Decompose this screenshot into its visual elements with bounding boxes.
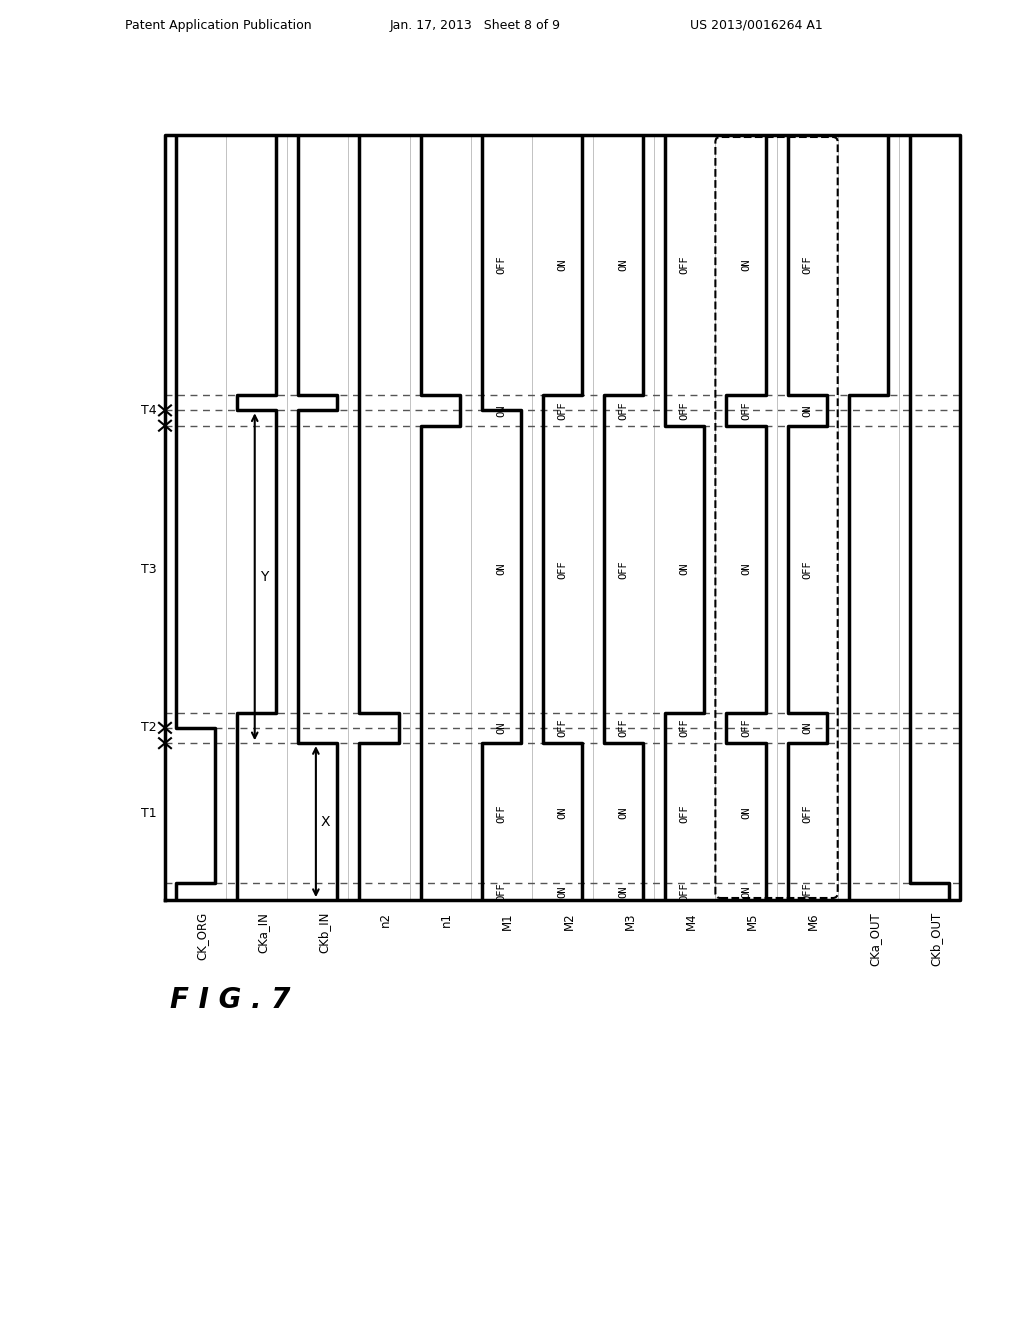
Text: X: X (321, 814, 331, 829)
Text: M6: M6 (807, 912, 820, 929)
Text: OFF: OFF (557, 718, 567, 738)
Text: CKb_IN: CKb_IN (317, 912, 331, 953)
Text: ON: ON (741, 259, 751, 272)
Text: ON: ON (741, 562, 751, 576)
Text: n1: n1 (440, 912, 454, 927)
Text: OFF: OFF (557, 401, 567, 420)
Text: OFF: OFF (802, 804, 812, 822)
Text: ON: ON (497, 722, 506, 734)
Text: ON: ON (741, 807, 751, 820)
Text: ON: ON (557, 886, 567, 898)
Text: ON: ON (802, 404, 812, 417)
Text: OFF: OFF (802, 560, 812, 578)
Text: Patent Application Publication: Patent Application Publication (125, 18, 311, 32)
Text: T3: T3 (141, 562, 157, 576)
Text: n2: n2 (379, 912, 392, 927)
Text: ON: ON (497, 404, 506, 417)
Text: ON: ON (618, 807, 629, 820)
Text: OFF: OFF (741, 401, 751, 420)
Text: US 2013/0016264 A1: US 2013/0016264 A1 (690, 18, 822, 32)
Text: ON: ON (497, 562, 506, 576)
Text: Y: Y (260, 570, 268, 583)
Text: ON: ON (557, 807, 567, 820)
Text: F I G . 7: F I G . 7 (170, 986, 291, 1014)
Text: ON: ON (741, 886, 751, 898)
Text: T2: T2 (141, 721, 157, 734)
Text: T4: T4 (141, 404, 157, 417)
Text: ON: ON (557, 259, 567, 272)
Text: OFF: OFF (497, 804, 506, 822)
Text: OFF: OFF (802, 256, 812, 275)
Text: OFF: OFF (680, 882, 690, 902)
Text: OFF: OFF (680, 718, 690, 738)
Text: OFF: OFF (680, 401, 690, 420)
Text: M2: M2 (562, 912, 575, 929)
Text: M3: M3 (624, 912, 637, 929)
Text: OFF: OFF (741, 718, 751, 738)
Text: OFF: OFF (618, 401, 629, 420)
Text: M4: M4 (685, 912, 697, 929)
Text: CK_ORG: CK_ORG (196, 912, 209, 960)
Text: T1: T1 (141, 807, 157, 820)
Text: OFF: OFF (680, 804, 690, 822)
Text: M5: M5 (745, 912, 759, 929)
Text: OFF: OFF (497, 256, 506, 275)
Text: OFF: OFF (618, 718, 629, 738)
Text: ON: ON (680, 562, 690, 576)
Text: Jan. 17, 2013   Sheet 8 of 9: Jan. 17, 2013 Sheet 8 of 9 (390, 18, 561, 32)
Text: ON: ON (802, 722, 812, 734)
Text: CKa_OUT: CKa_OUT (868, 912, 882, 966)
Text: ON: ON (618, 259, 629, 272)
Text: OFF: OFF (802, 882, 812, 902)
Text: OFF: OFF (557, 560, 567, 578)
Text: OFF: OFF (497, 882, 506, 902)
Text: OFF: OFF (618, 560, 629, 578)
Text: M1: M1 (502, 912, 514, 929)
Text: CKb_OUT: CKb_OUT (930, 912, 942, 966)
Text: ON: ON (618, 886, 629, 898)
Text: CKa_IN: CKa_IN (257, 912, 269, 953)
Text: OFF: OFF (680, 256, 690, 275)
